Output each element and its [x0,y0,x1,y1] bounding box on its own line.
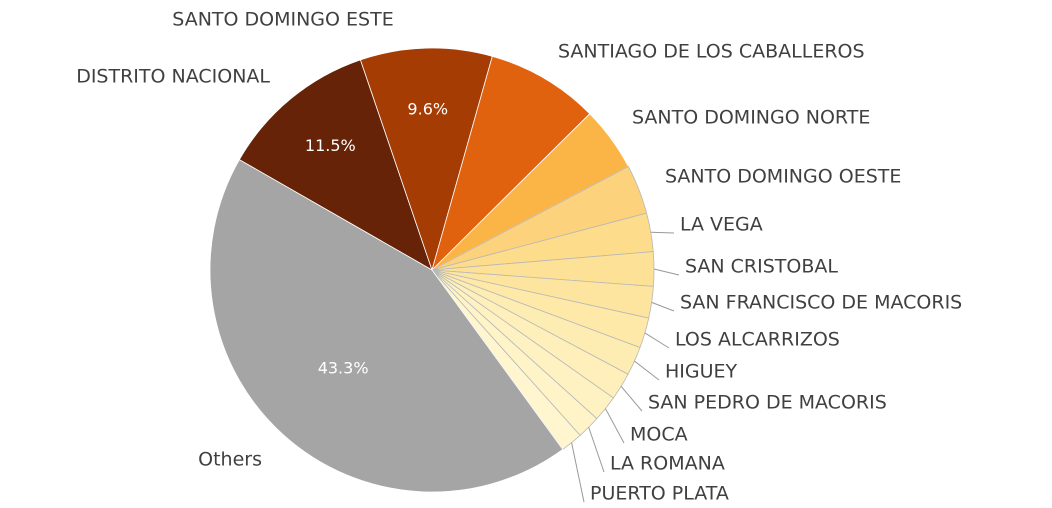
value-label: 11.5% [305,136,356,155]
leader-line [653,268,680,276]
slice-label: LA ROMANA [610,453,725,475]
leader-line [588,427,605,473]
slice-label: LOS ALCARRIZOS [675,329,840,351]
slice-label: PUERTO PLATA [590,483,729,505]
slice-label: SAN FRANCISCO DE MACORIS [680,292,962,314]
slice-label: HIGUEY [665,361,738,383]
pie-slice [359,47,493,272]
leader-line [650,231,675,234]
leader-line [644,332,670,349]
pie-slice [238,59,433,271]
slice-label: SAN CRISTOBAL [685,256,838,278]
slice-label: LA VEGA [680,214,763,236]
slice-label: DISTRITO NACIONAL [76,66,270,88]
leader-line [571,442,585,503]
slice-label: SAN PEDRO DE MACORIS [648,392,887,414]
slice-label: SANTO DOMINGO ESTE [172,9,393,31]
pie-slice [209,159,564,493]
slice-label: MOCA [630,424,688,446]
slice-label: Others [198,449,262,471]
slice-label: SANTO DOMINGO NORTE [632,107,870,129]
value-label: 9.6% [407,100,448,119]
slice-label: SANTIAGO DE LOS CABALLEROS [558,41,865,63]
pie-slice [431,55,591,272]
leader-line [651,301,675,312]
leader-line [605,408,625,444]
value-label: 43.3% [318,359,369,378]
slice-label: SANTO DOMINGO OESTE [665,166,901,188]
leader-line [634,360,660,381]
leader-line [620,386,643,412]
